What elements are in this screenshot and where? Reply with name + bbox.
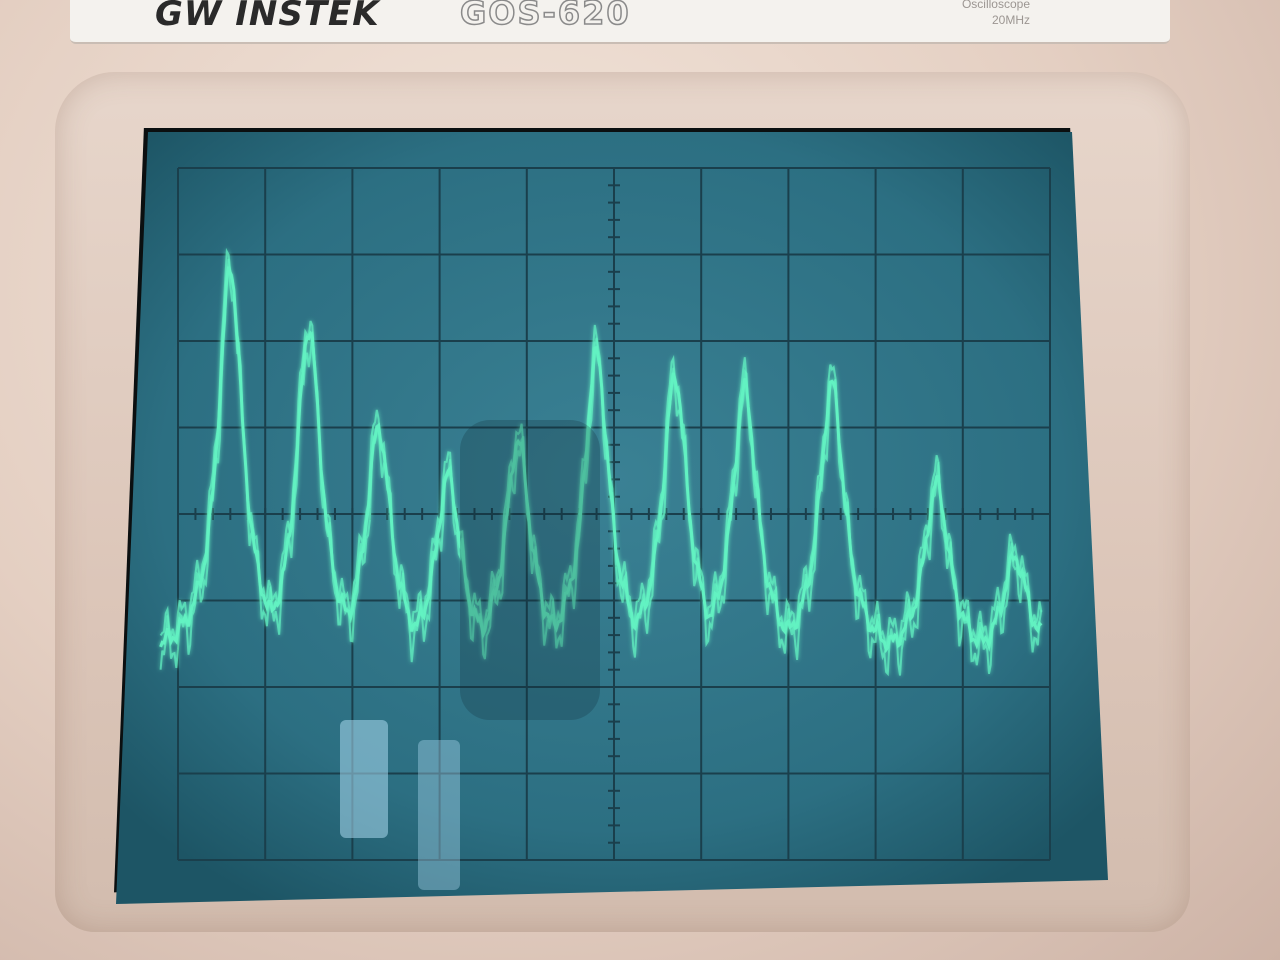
model-label: GOS-620 [459,0,631,33]
graticule-ticks [177,167,1034,861]
subtitle-line-2: 20MHz [991,13,1030,27]
waveform [159,247,1043,677]
model-subtitle: Oscilloscope 20MHz [962,0,1030,28]
trace-line [159,258,1043,677]
subtitle-line-1: Oscilloscope [961,0,1030,11]
oscilloscope-top-panel: GW INSTEK GOS-620 Oscilloscope 20MHz [70,0,1170,44]
brand-logo: GW INSTEK [155,0,380,34]
screen-reflection [340,420,600,890]
